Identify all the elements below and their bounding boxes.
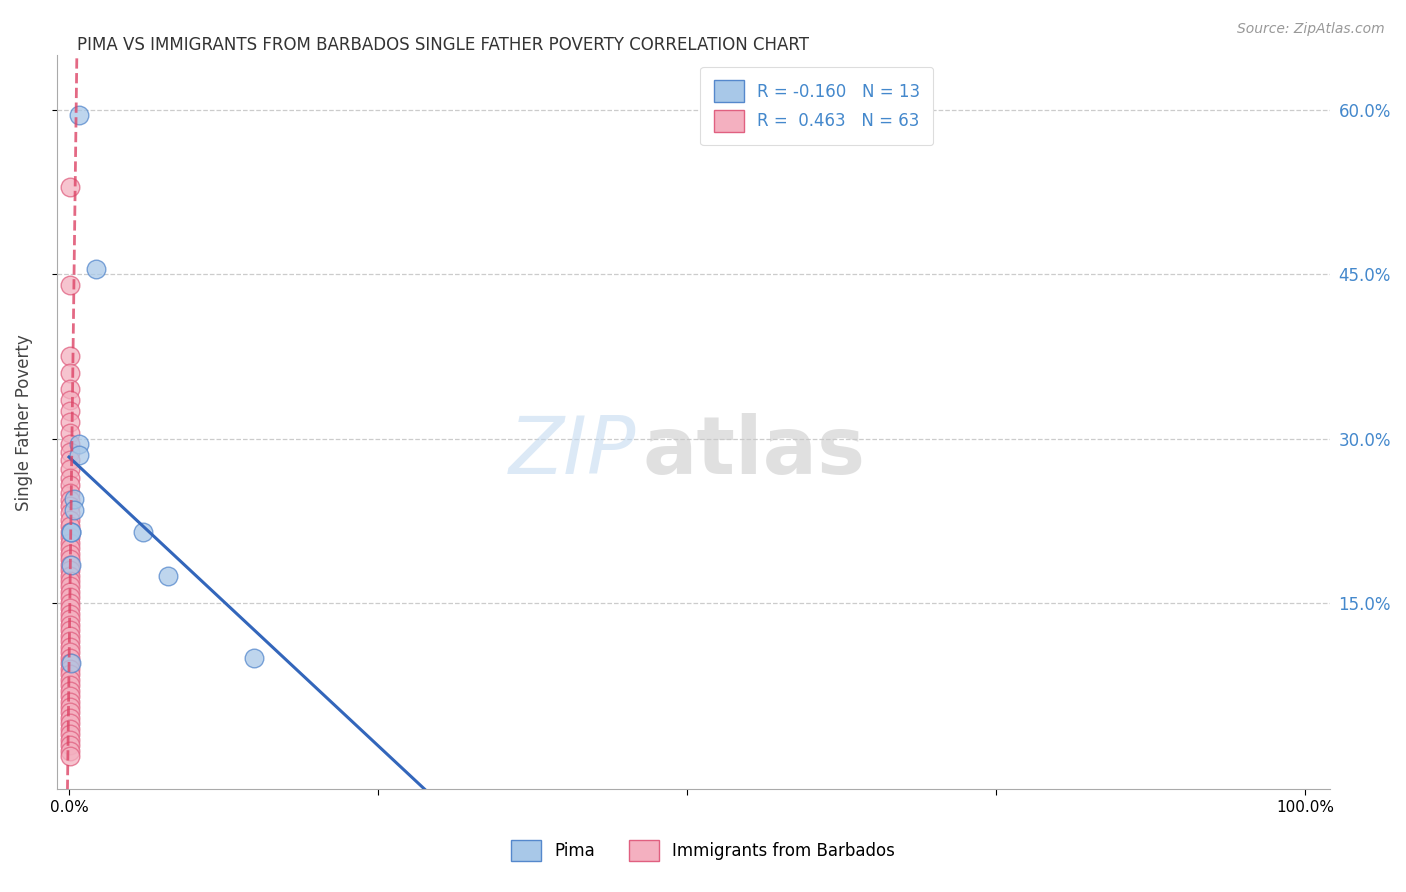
- Text: atlas: atlas: [643, 412, 866, 491]
- Point: [59, 444, 82, 458]
- Point: [59, 634, 82, 648]
- Point: [59, 585, 82, 599]
- Point: [67, 448, 90, 462]
- Point: [59, 694, 82, 708]
- Text: Source: ZipAtlas.com: Source: ZipAtlas.com: [1237, 22, 1385, 37]
- Point: [59, 591, 82, 605]
- Point: [59, 624, 82, 638]
- Point: [59, 393, 82, 408]
- Legend: Pima, Immigrants from Barbados: Pima, Immigrants from Barbados: [498, 827, 908, 875]
- Point: [59, 601, 82, 615]
- Point: [59, 477, 82, 491]
- Point: [63, 503, 86, 517]
- Point: [59, 462, 82, 476]
- Point: [59, 453, 82, 467]
- Point: [59, 524, 82, 539]
- Point: [59, 662, 82, 676]
- Point: [59, 535, 82, 549]
- Text: ZIP: ZIP: [509, 412, 636, 491]
- Legend: R = -0.160   N = 13, R =  0.463   N = 63: R = -0.160 N = 13, R = 0.463 N = 63: [700, 67, 934, 145]
- Point: [59, 426, 82, 441]
- Point: [59, 667, 82, 681]
- Point: [59, 437, 82, 451]
- Point: [59, 574, 82, 588]
- Point: [59, 689, 82, 703]
- Point: [59, 471, 82, 485]
- Point: [59, 727, 82, 741]
- Point: [59, 739, 82, 753]
- Point: [59, 656, 82, 670]
- Point: [59, 541, 82, 555]
- Point: [59, 607, 82, 621]
- Point: [59, 179, 82, 194]
- Point: [59, 500, 82, 514]
- Point: [59, 596, 82, 610]
- Point: [59, 612, 82, 626]
- Point: [156, 568, 179, 582]
- Point: [243, 650, 266, 665]
- Point: [60, 524, 83, 539]
- Point: [59, 404, 82, 418]
- Point: [59, 492, 82, 507]
- Point: [59, 530, 82, 544]
- Point: [59, 415, 82, 429]
- Point: [59, 673, 82, 687]
- Point: [59, 568, 82, 582]
- Point: [59, 486, 82, 500]
- Point: [60, 558, 83, 572]
- Point: [59, 732, 82, 747]
- Point: [59, 366, 82, 380]
- Point: [59, 645, 82, 659]
- Point: [59, 382, 82, 396]
- Point: [59, 506, 82, 520]
- Point: [59, 683, 82, 698]
- Point: [59, 563, 82, 577]
- Point: [60, 524, 83, 539]
- Point: [59, 700, 82, 714]
- Point: [59, 640, 82, 654]
- Point: [59, 552, 82, 566]
- Point: [59, 722, 82, 736]
- Text: PIMA VS IMMIGRANTS FROM BARBADOS SINGLE FATHER POVERTY CORRELATION CHART: PIMA VS IMMIGRANTS FROM BARBADOS SINGLE …: [77, 36, 810, 54]
- Point: [67, 108, 90, 122]
- Point: [59, 629, 82, 643]
- Point: [63, 491, 86, 506]
- Point: [132, 524, 155, 539]
- Point: [60, 656, 83, 670]
- Point: [67, 437, 90, 451]
- Point: [59, 350, 82, 364]
- Point: [59, 678, 82, 692]
- Point: [59, 650, 82, 665]
- Point: [59, 617, 82, 632]
- Point: [59, 278, 82, 293]
- Point: [59, 706, 82, 720]
- Point: [59, 513, 82, 527]
- Point: [59, 716, 82, 731]
- Point: [59, 711, 82, 725]
- Point: [84, 261, 107, 276]
- Point: [59, 749, 82, 764]
- Point: [59, 744, 82, 758]
- Point: [59, 519, 82, 533]
- Point: [59, 579, 82, 593]
- Point: [59, 558, 82, 572]
- Point: [59, 547, 82, 561]
- Y-axis label: Single Father Poverty: Single Father Poverty: [15, 334, 32, 510]
